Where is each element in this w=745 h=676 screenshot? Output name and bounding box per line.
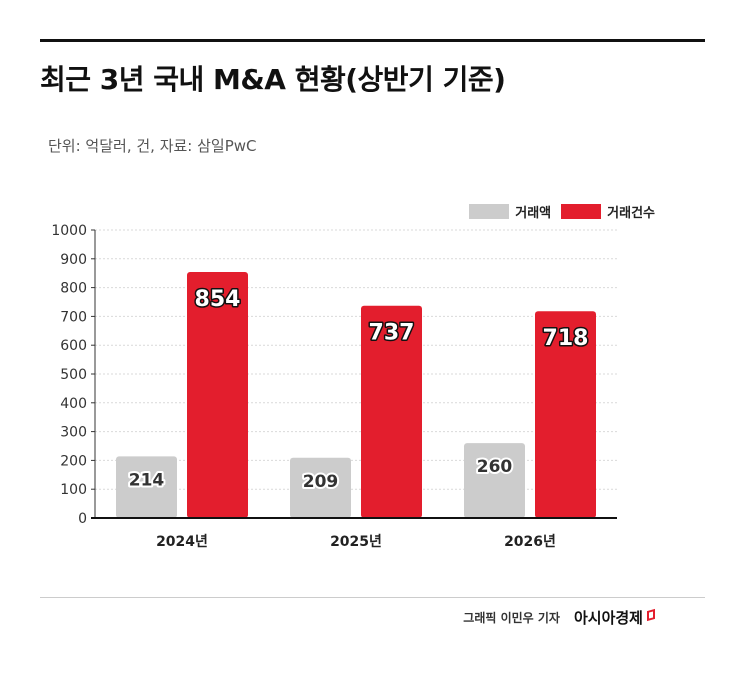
- legend-item-count: 거래건수: [561, 202, 655, 221]
- y-tick-label: 500: [60, 367, 87, 383]
- bar-count-1: [361, 305, 422, 518]
- legend: 거래액 거래건수: [469, 202, 655, 221]
- unit-note: 단위: 억달러, 건, 자료: 삼일PwC: [48, 137, 257, 155]
- legend-swatch-count: [561, 204, 602, 219]
- y-tick-label: 200: [60, 453, 87, 469]
- y-tick-label: 100: [60, 482, 87, 498]
- legend-swatch-amount: [469, 204, 510, 219]
- brand-mark-icon: [647, 608, 655, 621]
- y-tick-label: 400: [60, 396, 87, 412]
- y-tick-label: 0: [78, 511, 87, 527]
- top-rule: [40, 39, 705, 42]
- y-tick-label: 600: [60, 338, 87, 354]
- y-tick-label: 900: [60, 252, 87, 268]
- legend-item-amount: 거래액: [469, 202, 551, 221]
- legend-label-amount: 거래액: [515, 206, 552, 221]
- bar-amount-1: [290, 457, 351, 518]
- x-tick-label: 2024년: [156, 534, 208, 550]
- x-tick-label: 2026년: [504, 534, 556, 550]
- y-tick-label: 1000: [51, 223, 87, 239]
- legend-label-count: 거래건수: [607, 206, 655, 221]
- y-tick-label: 700: [60, 309, 87, 325]
- data-label-count-1: 737: [369, 321, 415, 346]
- y-tick-label: 300: [60, 425, 87, 441]
- data-label-count-2: 718: [543, 326, 589, 351]
- bar-count-2: [535, 311, 596, 518]
- y-tick-label: 800: [60, 281, 87, 297]
- data-label-amount-2: 260: [477, 457, 513, 477]
- data-label-amount-0: 214: [129, 470, 165, 490]
- chart-title: 최근 3년 국내 M&A 현황(상반기 기준): [40, 63, 506, 96]
- bar-amount-0: [116, 456, 177, 518]
- brand-logo: 아시아경제: [574, 607, 655, 628]
- x-tick-label: 2025년: [330, 534, 382, 550]
- bar-count-0: [187, 272, 248, 518]
- data-label-amount-1: 209: [303, 472, 339, 492]
- data-label-count-0: 854: [195, 287, 241, 312]
- bar-amount-2: [464, 443, 525, 518]
- footer: 그래픽 이민우 기자 아시아경제: [463, 607, 655, 628]
- graphic-credit: 그래픽 이민우 기자: [463, 611, 560, 625]
- bottom-rule: [40, 597, 705, 598]
- brand-name: 아시아경제: [573, 609, 643, 627]
